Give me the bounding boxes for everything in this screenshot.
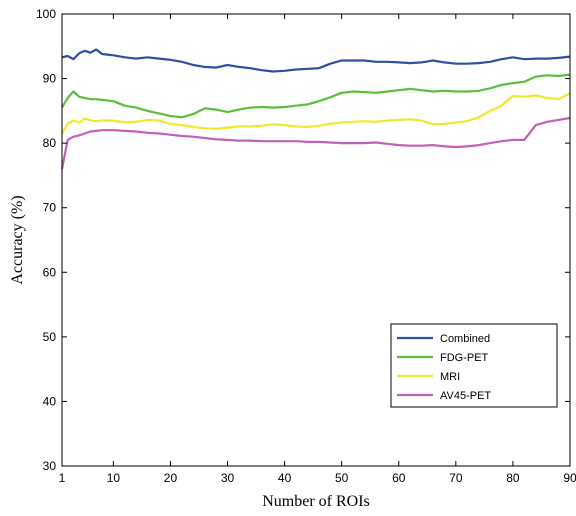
series-line-mri: [61, 92, 571, 135]
legend-label-mri: MRI: [440, 371, 460, 383]
plot-frame: [61, 13, 571, 467]
x-tick-label: 50: [335, 471, 349, 485]
x-tick-label: 1: [59, 471, 66, 485]
tick-layer: 1 10 20 30 40 50 60 70 80 90 30 40 50 60 70 80 90 100: [36, 7, 576, 485]
y-tick-label: 40: [43, 394, 57, 408]
legend-label-av45-pet: AV45-PET: [440, 390, 491, 402]
x-tick-label: 90: [563, 471, 576, 485]
series-line-combined: [61, 48, 571, 73]
x-tick-label: 40: [278, 471, 292, 485]
legend: Combined FDG-PET MRI AV45-PET: [390, 323, 558, 408]
x-tick-label: 10: [107, 471, 121, 485]
x-axis-title: Number of ROIs: [262, 493, 370, 510]
legend-items: Combined FDG-PET MRI AV45-PET: [397, 333, 491, 402]
x-tick-label: 70: [449, 471, 463, 485]
y-tick-label: 100: [36, 7, 56, 21]
x-tick-label: 60: [392, 471, 406, 485]
series-layer: [60, 48, 571, 170]
y-tick-label: 60: [43, 265, 57, 279]
legend-label-combined: Combined: [440, 333, 490, 345]
series-line-av45-pet: [60, 116, 571, 170]
y-tick-label: 80: [43, 136, 57, 150]
legend-label-fdg-pet: FDG-PET: [440, 352, 489, 364]
series-line-fdg-pet: [61, 73, 571, 119]
y-tick-label: 50: [43, 330, 57, 344]
y-axis-title: Accuracy (%): [9, 195, 26, 284]
y-tick-label: 70: [43, 201, 57, 215]
y-tick-label: 30: [43, 459, 57, 473]
y-tick-label: 90: [43, 72, 57, 86]
x-tick-label: 80: [506, 471, 520, 485]
x-tick-label: 30: [221, 471, 235, 485]
x-tick-label: 20: [164, 471, 178, 485]
